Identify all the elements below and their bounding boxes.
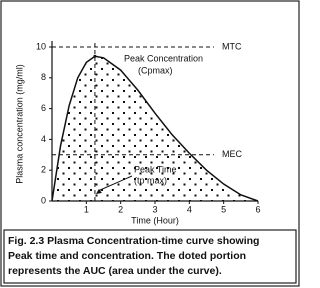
reference-label: MTC <box>222 41 242 51</box>
caption-line: Fig. 2.3 Plasma Concentration-time curve… <box>8 235 259 247</box>
y-tick-label: 4 <box>41 134 46 144</box>
peak-time-symbol: (tp max) <box>134 175 167 185</box>
concentration-curve <box>51 55 259 202</box>
peak-time-label: Peak Time <box>134 164 177 174</box>
y-tick-label: 0 <box>41 195 46 205</box>
y-axis-label: Plasma concentration (mg/ml) <box>14 64 24 184</box>
peak-concentration-label: Peak Concentration <box>124 53 203 63</box>
peak-time-arrow <box>97 175 133 192</box>
x-tick-label: 4 <box>187 204 192 214</box>
x-tick-label: 2 <box>118 204 123 214</box>
y-tick-label: 8 <box>41 72 46 82</box>
reference-label: MEC <box>222 149 243 159</box>
x-tick-label: 3 <box>152 204 157 214</box>
auc-area <box>52 56 258 201</box>
peak-point <box>93 54 97 58</box>
x-tick-label: 5 <box>221 204 226 214</box>
peak-concentration-symbol: (Cpmax) <box>138 65 173 75</box>
y-tick-label: 6 <box>41 103 46 113</box>
y-tick-label: 10 <box>36 41 46 51</box>
x-tick-label: 1 <box>84 204 89 214</box>
frame <box>0 0 300 287</box>
caption-line: represents the AUC (area under the curve… <box>8 265 222 277</box>
arrow-head <box>95 189 102 194</box>
x-tick-label: 6 <box>255 204 260 214</box>
caption-line: Peak time and concentration. The doted p… <box>8 250 246 262</box>
x-axis-label: Time (Hour) <box>131 215 179 225</box>
y-tick-label: 2 <box>41 165 46 175</box>
caption-box <box>3 229 297 284</box>
